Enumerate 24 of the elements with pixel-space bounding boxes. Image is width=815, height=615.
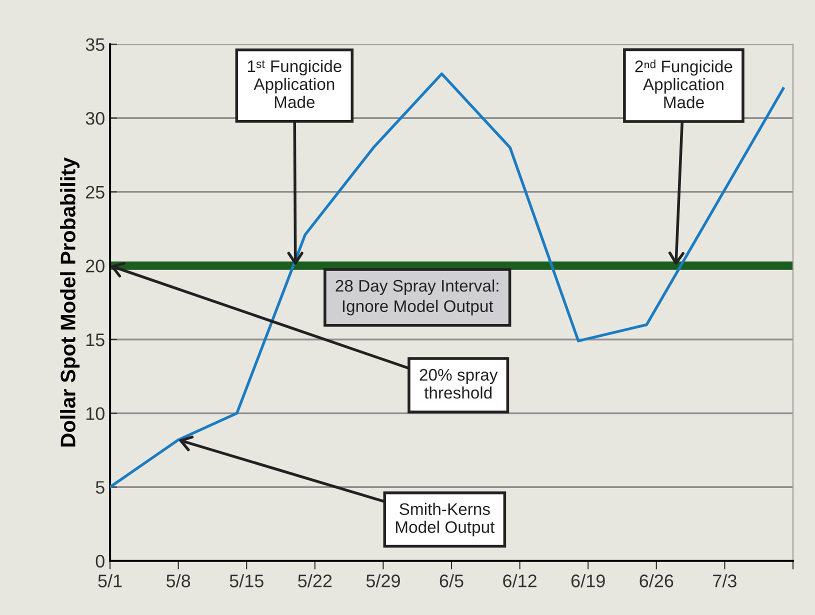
annotation: 28 Day Spray Interval: Ignore Model Output: [336, 279, 498, 316]
y-axis-title: Dollar Spot Model Probability: [60, 157, 80, 446]
y-tick-label: 25: [86, 186, 104, 199]
annotation: 1ˢᵗ Fungicide Application Made: [248, 60, 342, 108]
x-tick-label: 5/22: [298, 574, 332, 588]
x-tick-label: 6/26: [640, 574, 674, 588]
x-tick-label: 6/12: [503, 574, 536, 588]
y-tick-label: 35: [86, 38, 104, 51]
annotation: 20% spray threshold: [420, 368, 498, 399]
x-tick-label: 7/3: [713, 574, 736, 588]
y-tick-label: 0: [96, 554, 104, 568]
x-tick-label: 5/1: [98, 574, 122, 588]
x-tick-label: 5/15: [230, 574, 264, 588]
x-tick-label: 5/29: [366, 574, 400, 588]
y-tick-label: 20: [86, 260, 104, 272]
x-tick-label: 6/19: [571, 574, 605, 588]
annotation: Smith-Kerns Model Output: [396, 502, 495, 536]
y-tick-label: 10: [86, 407, 104, 420]
y-tick-label: 15: [86, 334, 104, 346]
y-tick-label: 30: [86, 112, 104, 125]
x-tick-label: 5/8: [166, 574, 190, 588]
annotation: 2ⁿᵈ Fungicide Application Made: [635, 60, 732, 108]
y-tick-label: 5: [96, 481, 104, 494]
x-tick-label: 6/5: [440, 574, 464, 588]
